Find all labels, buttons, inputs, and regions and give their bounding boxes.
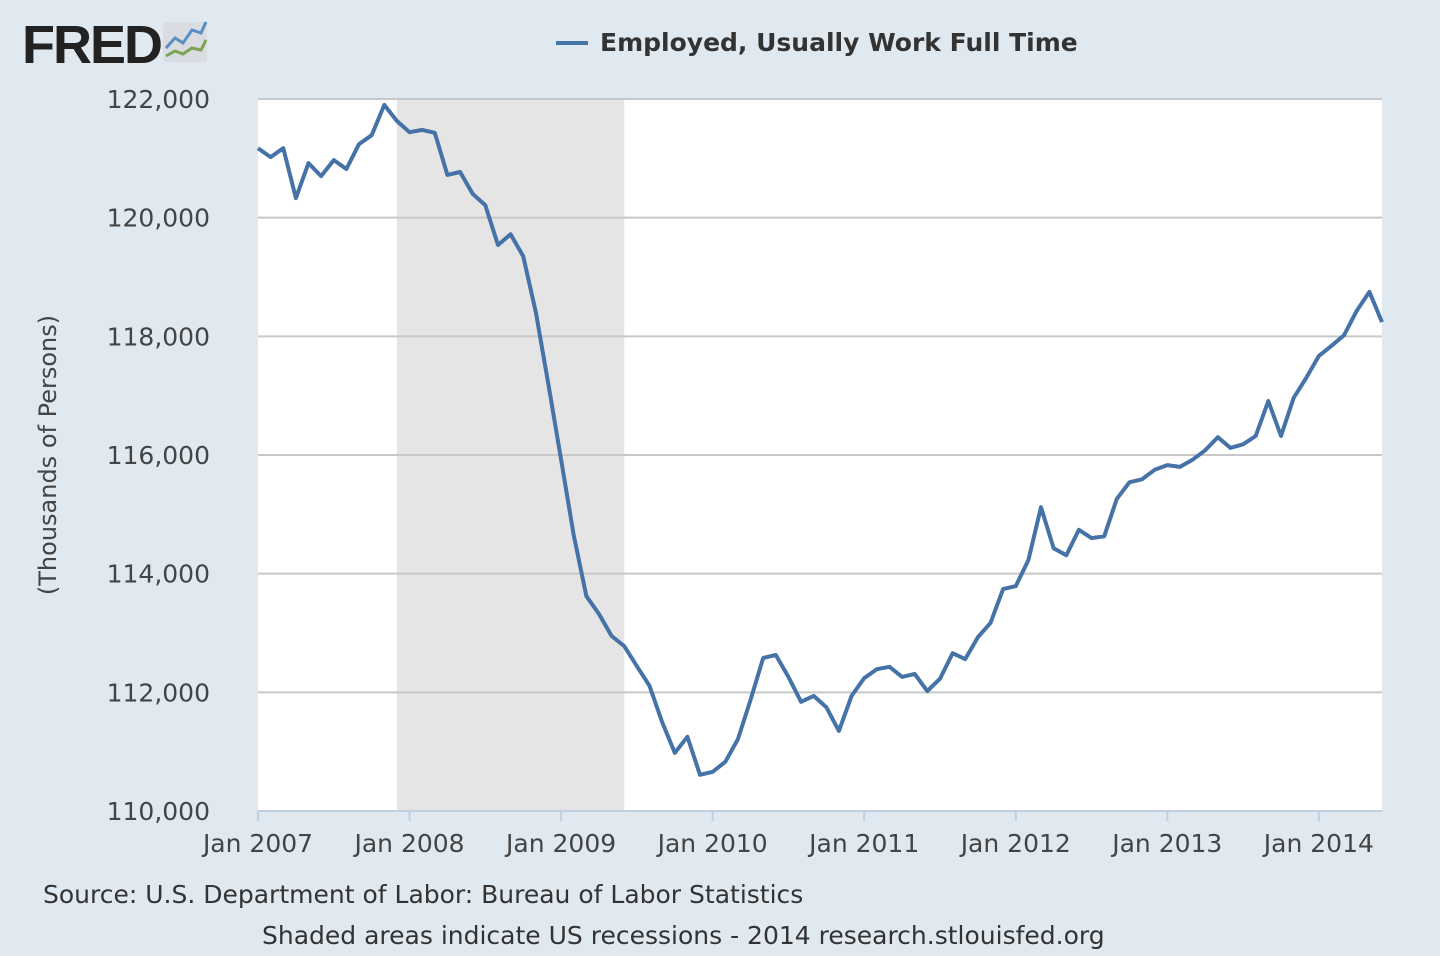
legend: Employed, Usually Work Full Time xyxy=(556,28,1078,57)
fred-logo[interactable]: FRED xyxy=(22,18,209,72)
y-tick-label: 112,000 xyxy=(107,678,210,707)
y-tick-label: 122,000 xyxy=(107,85,210,114)
legend-label: Employed, Usually Work Full Time xyxy=(600,28,1078,57)
y-tick-label: 116,000 xyxy=(107,441,210,470)
x-tick-label: Jan 2010 xyxy=(656,829,768,858)
y-tick-label: 120,000 xyxy=(107,204,210,233)
legend-swatch xyxy=(556,40,588,45)
logo-chart-icon xyxy=(163,21,208,62)
logo-text: FRED xyxy=(22,15,163,75)
x-tick-label: Jan 2014 xyxy=(1262,829,1374,858)
y-tick-label: 110,000 xyxy=(107,797,210,826)
x-tick-label: Jan 2007 xyxy=(201,829,313,858)
y-tick-label: 114,000 xyxy=(107,560,210,589)
series-line xyxy=(256,102,1384,777)
x-tick-label: Jan 2013 xyxy=(1110,829,1222,858)
x-tick-label: Jan 2012 xyxy=(959,829,1071,858)
recession-note[interactable]: Shaded areas indicate US recessions - 20… xyxy=(262,921,1105,950)
y-tick-label: 118,000 xyxy=(107,322,210,351)
y-axis-label: (Thousands of Persons) xyxy=(34,314,62,596)
x-tick-label: Jan 2008 xyxy=(352,829,464,858)
x-tick-label: Jan 2011 xyxy=(807,829,919,858)
x-tick-label: Jan 2009 xyxy=(504,829,616,858)
source-note: Source: U.S. Department of Labor: Bureau… xyxy=(43,880,804,909)
